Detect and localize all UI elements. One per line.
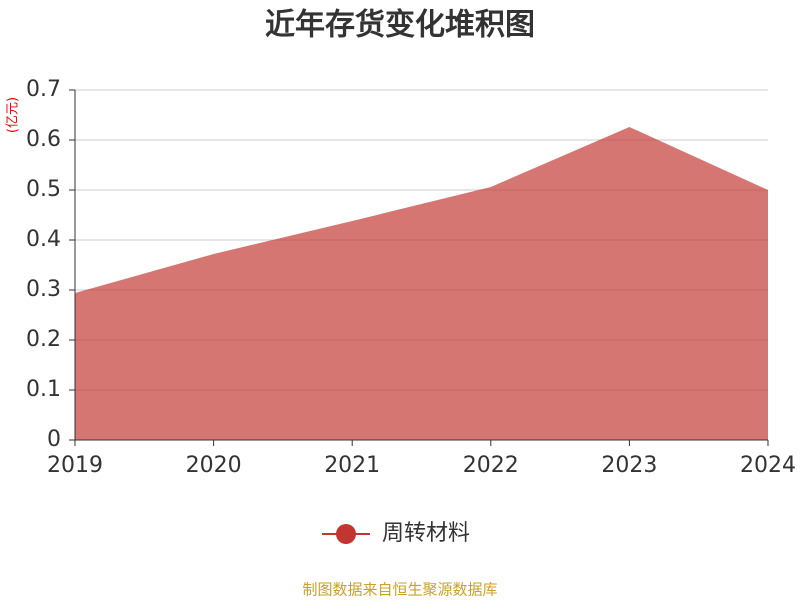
area (75, 127, 768, 440)
source: 制图数据来自恒生聚源数据库 (302, 581, 497, 599)
x-tick-label: 2023 (601, 453, 657, 478)
y-tick-label: 0 (47, 427, 61, 452)
x-tick-label: 2024 (740, 453, 796, 478)
x-tick-label: 2022 (463, 453, 519, 478)
y-tick-label: 0.4 (26, 227, 61, 252)
y-tick-label: 0.7 (26, 77, 61, 102)
y-tick-label: 0.5 (26, 177, 61, 202)
legend-marker (336, 524, 356, 544)
y-tick-label: 0.3 (26, 277, 61, 302)
legend-label: 周转材料 (382, 521, 470, 546)
x-tick-label: 2019 (47, 453, 103, 478)
y-tick-label: 0.1 (26, 377, 61, 402)
y-unit: (亿元) (6, 97, 21, 133)
y-tick-label: 0.6 (26, 127, 61, 152)
x-tick-label: 2020 (186, 453, 242, 478)
chart-title: 近年存货变化堆积图 (265, 8, 535, 43)
x-tick-label: 2021 (324, 453, 380, 478)
y-tick-label: 0.2 (26, 327, 61, 352)
